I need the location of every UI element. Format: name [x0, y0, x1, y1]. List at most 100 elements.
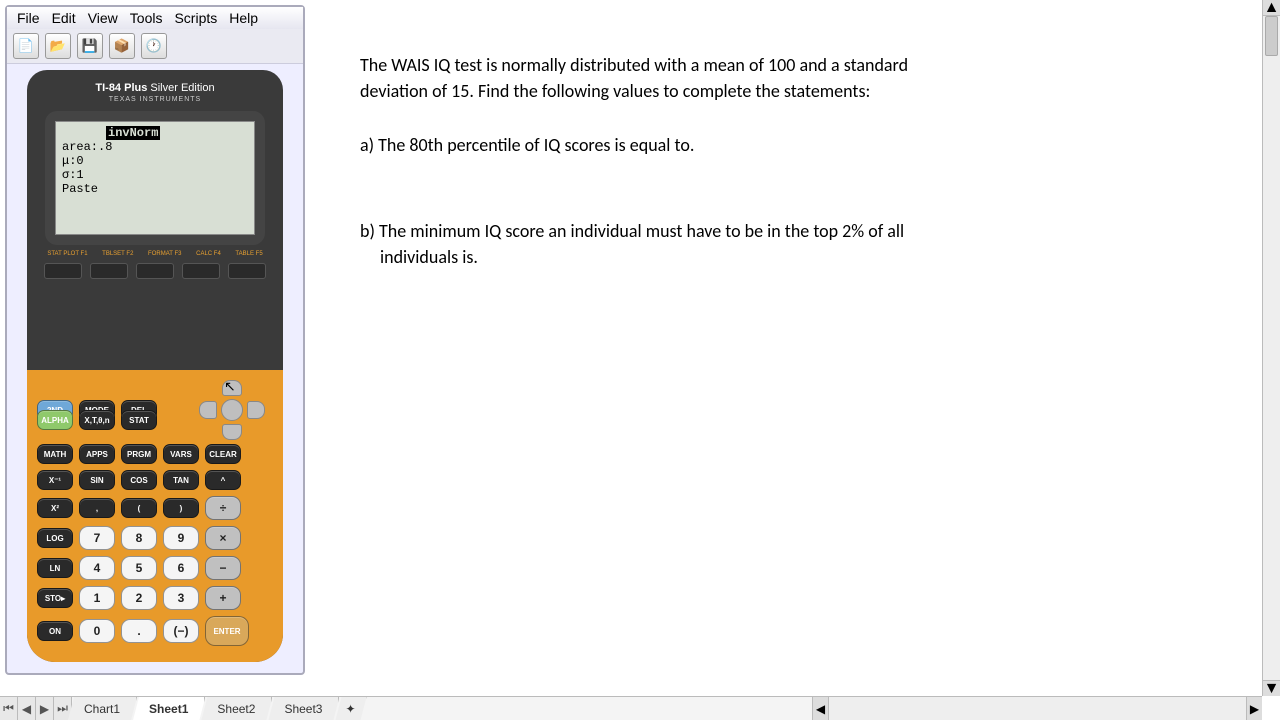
sheet-tab-sheet2[interactable]: Sheet2: [201, 697, 272, 720]
question-a: a) The 80th percentile of IQ scores is e…: [360, 132, 1240, 158]
dpad-right[interactable]: [247, 401, 265, 419]
key-1[interactable]: 1: [79, 586, 115, 610]
key-rparen[interactable]: ): [163, 498, 199, 518]
menu-tools[interactable]: Tools: [126, 9, 167, 27]
key-cos[interactable]: COS: [121, 470, 157, 490]
screen-line: area:.8: [62, 140, 248, 154]
menu-help[interactable]: Help: [225, 9, 262, 27]
key-5[interactable]: 5: [121, 556, 157, 580]
menu-view[interactable]: View: [84, 9, 122, 27]
key-divide[interactable]: ÷: [205, 496, 241, 520]
key-trace[interactable]: [182, 263, 220, 279]
key-plus[interactable]: +: [205, 586, 241, 610]
calculator-screen: invNorm area:.8 μ:0 σ:1 Paste: [55, 121, 255, 235]
key-log[interactable]: LOG: [37, 528, 73, 548]
sheet-nav-next[interactable]: ▶: [36, 697, 54, 720]
key-7[interactable]: 7: [79, 526, 115, 550]
sheet-tab-sheet1[interactable]: Sheet1: [133, 697, 205, 720]
screen-header: invNorm: [106, 126, 160, 140]
key-on[interactable]: ON: [37, 621, 73, 641]
menubar: File Edit View Tools Scripts Help: [7, 7, 303, 29]
key-negative[interactable]: (−): [163, 619, 199, 643]
dpad-left[interactable]: [199, 401, 217, 419]
key-clear[interactable]: CLEAR: [205, 444, 241, 464]
calculator-brand: TEXAS INSTRUMENTS: [35, 96, 275, 103]
sheet-nav-prev[interactable]: ◀: [18, 697, 36, 720]
key-multiply[interactable]: ×: [205, 526, 241, 550]
sheet-tab-bar: ⏮ ◀ ▶ ⏭ Chart1 Sheet1 Sheet2 Sheet3 ✦ ◀ …: [0, 696, 1262, 720]
fkey-label: TABLE F5: [235, 251, 262, 257]
key-math[interactable]: MATH: [37, 444, 73, 464]
sheet-tab-chart1[interactable]: Chart1: [68, 697, 137, 720]
graph-key-row: [41, 263, 269, 279]
sheet-nav-first[interactable]: ⏮: [0, 697, 18, 720]
key-caret[interactable]: ^: [205, 470, 241, 490]
scroll-right-icon[interactable]: ▶: [1246, 697, 1262, 720]
key-comma[interactable]: ,: [79, 498, 115, 518]
scroll-down-icon[interactable]: ▼: [1263, 680, 1280, 696]
dpad-up[interactable]: [222, 380, 242, 396]
screen-line: σ:1: [62, 168, 248, 182]
dpad: [191, 378, 273, 442]
key-9[interactable]: 9: [163, 526, 199, 550]
screen-line: μ:0: [62, 154, 248, 168]
key-minus[interactable]: −: [205, 556, 241, 580]
save-icon[interactable]: 💾: [77, 33, 103, 59]
new-file-icon[interactable]: 📄: [13, 33, 39, 59]
key-8[interactable]: 8: [121, 526, 157, 550]
key-stat[interactable]: STAT: [121, 410, 157, 430]
key-x-squared[interactable]: X²: [37, 498, 73, 518]
menu-edit[interactable]: Edit: [48, 9, 80, 27]
graph-label-row: STAT PLOT F1 TBLSET F2 FORMAT F3 CALC F4…: [41, 251, 269, 257]
key-graph[interactable]: [228, 263, 266, 279]
key-4[interactable]: 4: [79, 556, 115, 580]
key-prgm[interactable]: PRGM: [121, 444, 157, 464]
key-0[interactable]: 0: [79, 619, 115, 643]
scroll-left-icon[interactable]: ◀: [813, 697, 829, 720]
hscroll-track[interactable]: [829, 697, 1246, 720]
key-decimal[interactable]: .: [121, 619, 157, 643]
menu-scripts[interactable]: Scripts: [170, 9, 221, 27]
fkey-label: TBLSET F2: [102, 251, 133, 257]
key-window[interactable]: [90, 263, 128, 279]
key-lparen[interactable]: (: [121, 498, 157, 518]
key-vars[interactable]: VARS: [163, 444, 199, 464]
key-6[interactable]: 6: [163, 556, 199, 580]
key-2[interactable]: 2: [121, 586, 157, 610]
dpad-down[interactable]: [222, 424, 242, 440]
fkey-label: STAT PLOT F1: [47, 251, 87, 257]
menu-file[interactable]: File: [13, 9, 44, 27]
sheet-tab-sheet3[interactable]: Sheet3: [268, 697, 339, 720]
keypad: 2ND MODE DEL ALPHA X,T,θ,n STAT MATH APP…: [37, 378, 273, 654]
package-icon[interactable]: 📦: [109, 33, 135, 59]
screen-line: Paste: [62, 182, 248, 196]
calculator-body: TI-84 Plus Silver Edition TEXAS INSTRUME…: [27, 70, 283, 662]
key-sin[interactable]: SIN: [79, 470, 115, 490]
calculator-emulator-window: File Edit View Tools Scripts Help 📄 📂 💾 …: [5, 5, 305, 675]
key-enter[interactable]: ENTER: [205, 616, 249, 646]
refresh-icon[interactable]: 🕐: [141, 33, 167, 59]
key-ln[interactable]: LN: [37, 558, 73, 578]
key-apps[interactable]: APPS: [79, 444, 115, 464]
horizontal-scrollbar[interactable]: ◀ ▶: [812, 697, 1262, 720]
open-file-icon[interactable]: 📂: [45, 33, 71, 59]
sheet-nav: ⏮ ◀ ▶ ⏭: [0, 697, 72, 720]
key-zoom[interactable]: [136, 263, 174, 279]
add-sheet-button[interactable]: ✦: [335, 697, 366, 720]
key-tan[interactable]: TAN: [163, 470, 199, 490]
key-sto[interactable]: STO▸: [37, 588, 73, 608]
fkey-label: FORMAT F3: [148, 251, 181, 257]
vertical-scrollbar[interactable]: ▲ ▼: [1262, 0, 1280, 696]
key-xton[interactable]: X,T,θ,n: [79, 410, 115, 430]
key-y-equals[interactable]: [44, 263, 82, 279]
scroll-thumb[interactable]: [1265, 16, 1278, 56]
scroll-up-icon[interactable]: ▲: [1263, 0, 1280, 16]
toolbar: 📄 📂 💾 📦 🕐: [7, 29, 303, 64]
key-alpha[interactable]: ALPHA: [37, 410, 73, 430]
key-3[interactable]: 3: [163, 586, 199, 610]
dpad-center[interactable]: [221, 399, 243, 421]
question-b: b) The minimum IQ score an individual mu…: [360, 218, 1240, 270]
key-x-inverse[interactable]: X⁻¹: [37, 470, 73, 490]
scroll-track[interactable]: [1263, 16, 1280, 680]
problem-intro: The WAIS IQ test is normally distributed…: [360, 52, 920, 104]
